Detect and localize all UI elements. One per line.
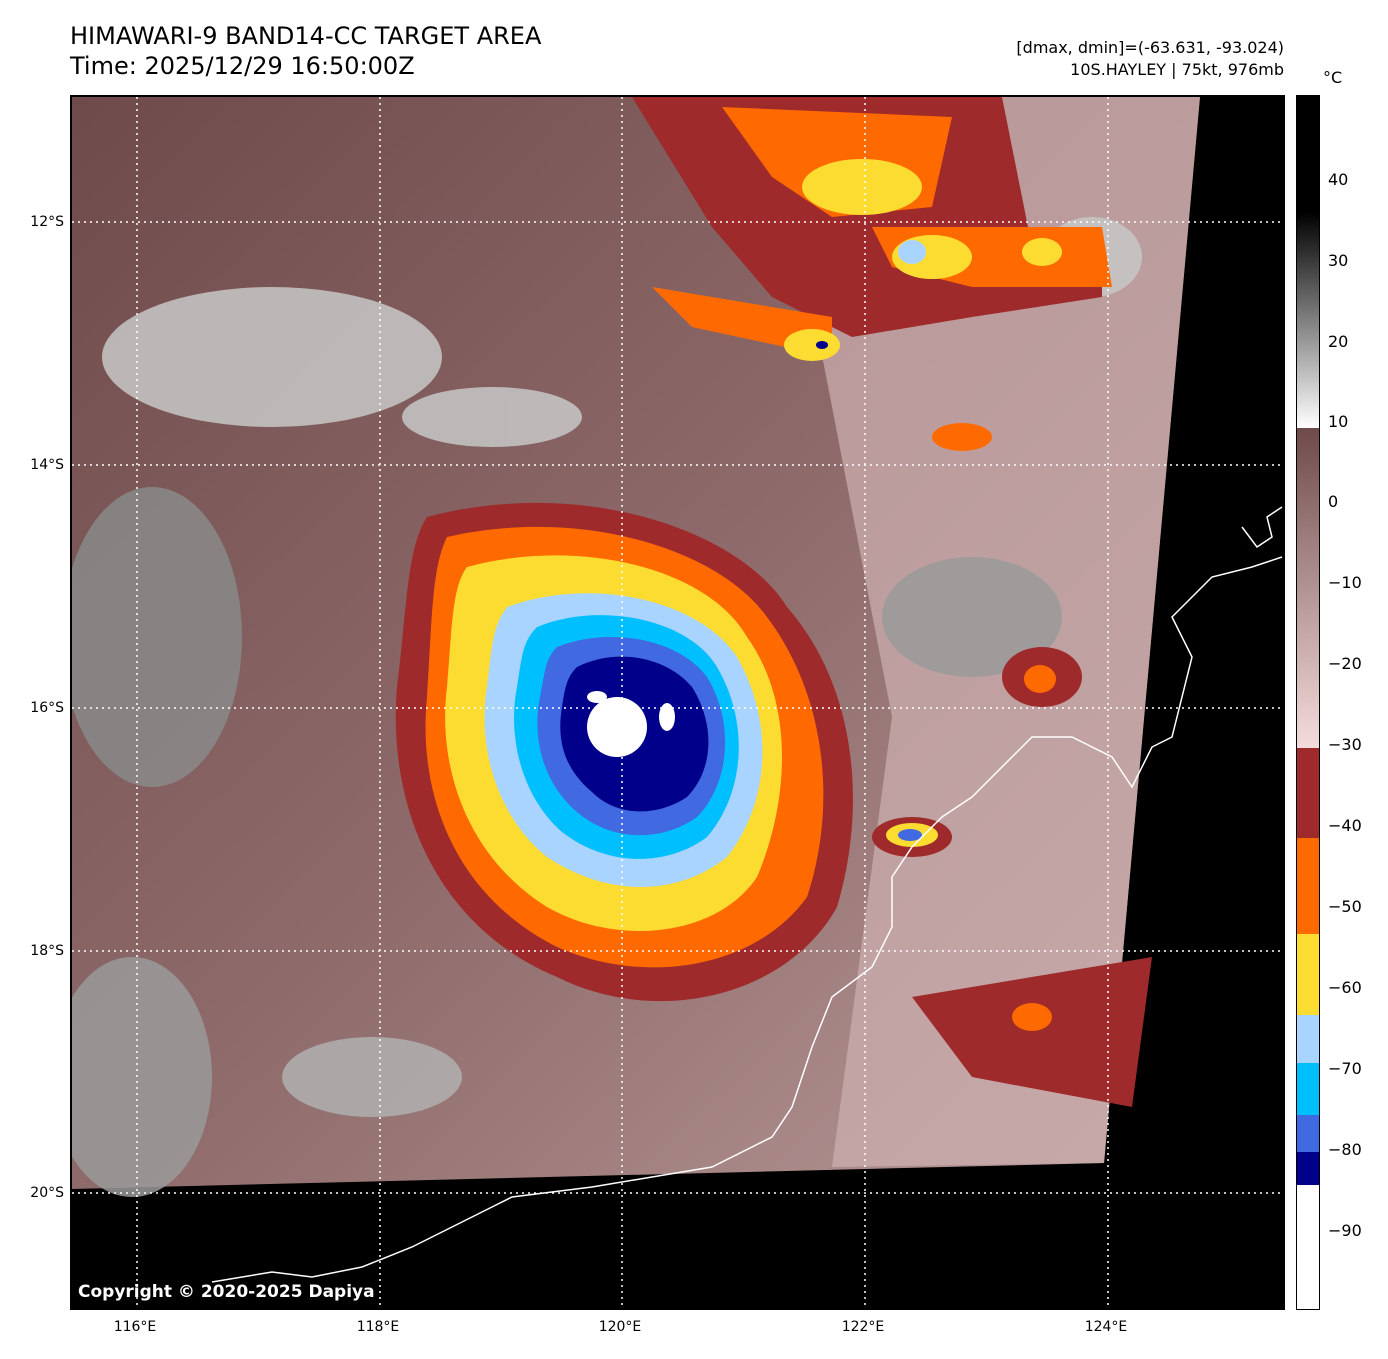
colorbar-tick: −40 [1328,816,1362,835]
lat-label: 16°S [30,700,64,716]
copyright-text: Copyright © 2020-2025 Dapiya [78,1282,375,1302]
lon-label: 122°E [841,1319,885,1335]
intensity-range-info: [dmax, dmin]=(-63.631, -93.024) [1016,38,1284,57]
lat-label: 12°S [30,214,64,230]
coastline [211,556,1283,1283]
colorbar-tick: −50 [1328,897,1362,916]
colorbar-tick: 20 [1328,332,1349,351]
satellite-map[interactable]: Copyright © 2020-2025 Dapiya [70,95,1285,1310]
lat-label: 18°S [30,943,64,959]
colorbar-tick: 30 [1328,251,1349,270]
colorbar-tick: −10 [1328,573,1362,592]
map-imagery [72,97,1283,1308]
lat-label: 14°S [30,457,64,473]
lat-label: 20°S [30,1185,64,1201]
colorbar-tick: −20 [1328,654,1362,673]
lon-label: 124°E [1084,1319,1128,1335]
colorbar [1296,95,1320,1310]
colorbar-tick: −60 [1328,978,1362,997]
lon-label: 118°E [356,1319,400,1335]
colorbar-tick: 10 [1328,412,1349,431]
chart-time: Time: 2025/12/29 16:50:00Z [70,52,415,80]
colorbar-tick: 40 [1328,170,1349,189]
graticule [72,97,1283,1308]
chart-title: HIMAWARI-9 BAND14-CC TARGET AREA [70,22,542,50]
colorbar-tick: −80 [1328,1140,1362,1159]
colorbar-tick: −70 [1328,1059,1362,1078]
lon-label: 116°E [113,1319,157,1335]
colorbar-tick: −90 [1328,1221,1362,1240]
northern-convection [632,97,1112,451]
cyclone-core [395,502,853,1002]
colorbar-tick: −30 [1328,735,1362,754]
storm-info: 10S.HAYLEY | 75kt, 976mb [1070,60,1284,79]
colorbar-tick: 0 [1328,492,1339,511]
lon-label: 120°E [598,1319,642,1335]
colorbar-unit: °C [1323,68,1343,87]
